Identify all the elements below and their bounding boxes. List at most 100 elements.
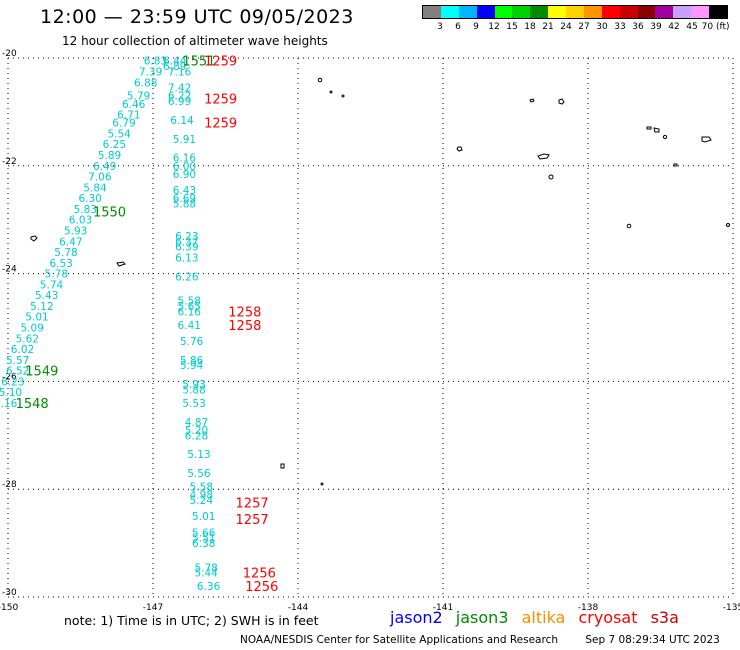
colorbar-label: 15 <box>506 22 518 32</box>
lat-tick-label: -28 <box>2 480 17 490</box>
swh-value: 6.53 <box>49 258 72 270</box>
swh-value: 5.43 <box>35 290 58 302</box>
swh-value: 6.39 <box>175 242 198 254</box>
island <box>320 482 324 486</box>
swh-value: 5.16 <box>0 398 18 410</box>
island-outlines <box>30 77 730 486</box>
axis-tick-labels: -150 -147 -144 -141 -138 -135 -20 -22 -24 -26 -28 -… <box>0 49 740 610</box>
swh-value: 5.58 <box>190 482 213 494</box>
swh-value: 5.09 <box>20 323 43 335</box>
swh-value: 6.14 <box>170 115 194 127</box>
swh-value: 5.79 <box>127 91 150 103</box>
swh-value: 6.16 <box>178 306 202 318</box>
swh-value: 6.71 <box>117 110 140 122</box>
colorbar-label: 30 <box>596 22 608 32</box>
island <box>558 98 565 105</box>
swh-value: 6.83 <box>144 56 167 68</box>
swh-value: 5.20 <box>185 425 208 437</box>
colorbar-label: 36 <box>632 22 644 32</box>
swh-value: 5.53 <box>182 398 205 410</box>
swh-value: 5.24 <box>190 495 214 507</box>
colorbar-swatch <box>691 6 709 18</box>
colorbar-labels: 3 6 9 12 15 18 21 24 27 30 33 36 39 42 45 70 (ft) <box>422 22 740 34</box>
satellite-legend: jason2 jason3 altika cryosat s3a <box>390 608 687 627</box>
altimeter-map[interactable]: -150 -147 -144 -141 -138 -135 -20 -22 -24 -26 -28 -… <box>0 0 740 610</box>
colorbar-swatch <box>673 6 692 18</box>
swh-value: 6.23 <box>1 376 24 388</box>
colorbar-swatch <box>566 6 584 18</box>
colorbar-swatch <box>512 6 531 18</box>
colorbar-swatch <box>548 6 566 18</box>
pass-time-labels: 1551125912591259155012581258154915481257… <box>16 55 279 596</box>
swh-value: 6.46 <box>122 99 146 111</box>
island <box>30 235 38 242</box>
colorbar-swatch <box>709 6 727 18</box>
island <box>537 153 550 160</box>
colorbar-swatch <box>601 6 620 18</box>
pass-time-label: 1256 <box>245 580 278 595</box>
lon-tick-label: -135 <box>723 603 740 610</box>
colorbar-swatch <box>423 6 441 18</box>
swh-value: 6.26 <box>175 271 199 283</box>
colorbar-swatch <box>440 6 459 18</box>
island <box>726 223 730 227</box>
lat-tick-label: -26 <box>2 372 17 382</box>
pass-time-label: 1259 <box>204 55 237 70</box>
colorbar-label: 24 <box>560 22 572 32</box>
footer-timestamp: Sep 7 08:29:34 UTC 2023 <box>585 634 720 646</box>
swh-value: 6.89 <box>163 61 186 73</box>
swh-value: 5.01 <box>25 312 48 324</box>
swh-value: 5.76 <box>180 336 204 348</box>
swh-value: 5.58 <box>178 296 201 308</box>
colorbar-label: 18 <box>524 22 536 32</box>
swh-value: 6.88 <box>134 77 157 89</box>
swh-value: 5.78 <box>194 562 217 574</box>
legend-jason3: jason3 <box>455 608 509 627</box>
swh-value: 5.62 <box>16 333 39 345</box>
island <box>662 134 668 140</box>
pass-time-label: 1550 <box>93 206 126 221</box>
pass-time-label: 1548 <box>16 397 49 412</box>
swh-value: 4.98 <box>190 490 213 502</box>
legend-jason2: jason2 <box>390 608 443 627</box>
swh-value: 5.66 <box>192 527 216 539</box>
swh-value: 6.00 <box>173 161 196 173</box>
swh-value: 6.02 <box>11 344 34 356</box>
legend-altika: altika <box>521 608 566 627</box>
swh-value: 5.88 <box>173 199 196 211</box>
colorbar-label: 3 <box>437 22 443 32</box>
swh-value: 5.84 <box>83 182 107 194</box>
pass-time-label: 1549 <box>25 365 58 380</box>
pass-time-label: 1258 <box>228 319 261 334</box>
swh-value: 4.87 <box>185 417 208 429</box>
swh-value: 6.99 <box>168 96 191 108</box>
island <box>529 98 535 103</box>
swh-value: 5.65 <box>178 301 201 313</box>
colorbar-label: 70 (ft) <box>701 22 730 32</box>
pass-time-label: 1257 <box>236 497 269 512</box>
island <box>280 463 285 469</box>
swh-value: 6.43 <box>173 185 196 197</box>
colorbar-label: 33 <box>614 22 626 32</box>
swh-value: 6.38 <box>192 538 215 550</box>
colorbar-label: 6 <box>455 22 461 32</box>
footer: NOAA/NESDIS Center for Satellite Applica… <box>240 634 740 646</box>
swh-value: 5.93 <box>182 379 205 391</box>
swh-value: 6.44 <box>163 56 187 68</box>
pass-time-label: 1259 <box>204 117 237 132</box>
colorbar-swatch <box>476 6 495 18</box>
swh-value: 6.90 <box>173 169 196 181</box>
map-subtitle: 12 hour collection of altimeter wave hei… <box>62 34 328 48</box>
wave-height-labels: 6.836.446.897.39 7.16 6.88 7.42 5.79 6.226.99… <box>0 56 221 594</box>
pass-time-label: 1256 <box>243 567 276 582</box>
lon-tick-label: -150 <box>0 603 18 610</box>
lon-tick-label: -138 <box>578 603 599 610</box>
swh-value: 6.23 <box>175 231 198 243</box>
colorbar-swatch <box>530 6 549 18</box>
swh-value: 7.42 <box>168 83 191 95</box>
footer-agency: NOAA/NESDIS Center for Satellite Applica… <box>240 634 558 646</box>
island <box>548 174 554 180</box>
lat-tick-label: -24 <box>2 265 17 275</box>
colorbar-label: 42 <box>668 22 680 32</box>
lat-tick-label: -20 <box>2 49 17 59</box>
